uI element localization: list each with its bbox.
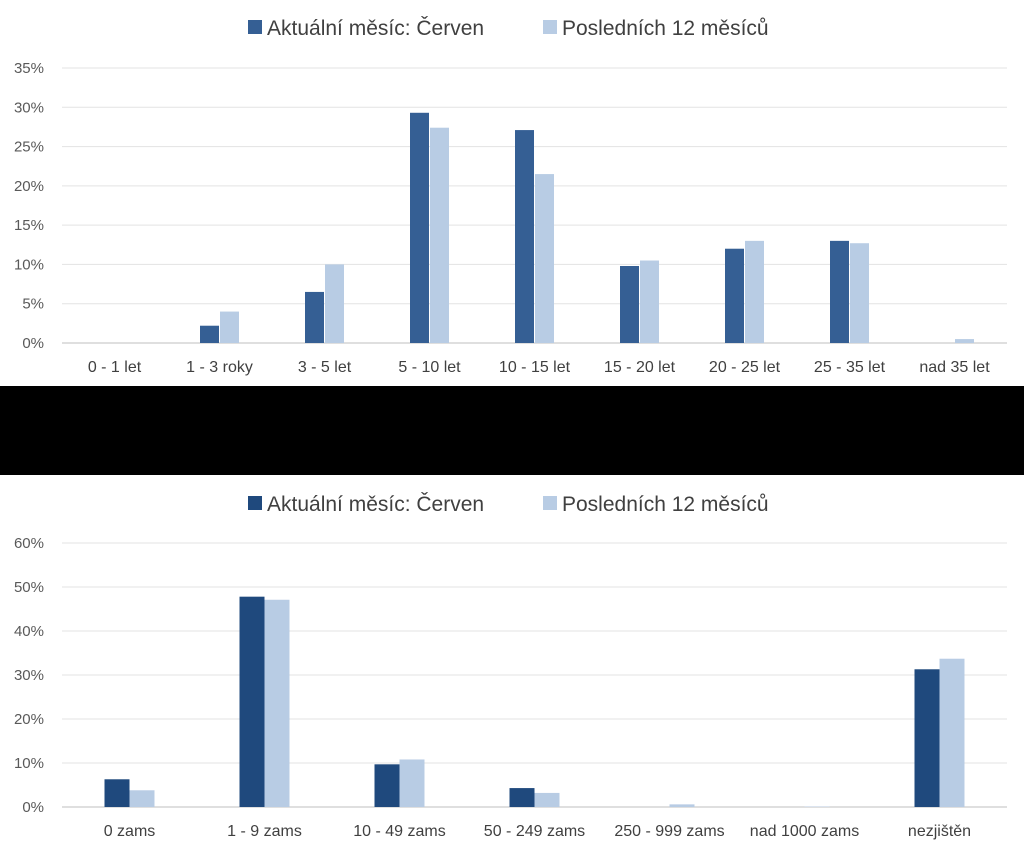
bar-last12	[640, 260, 659, 343]
y-tick-label: 25%	[14, 139, 44, 156]
bar-last12	[264, 599, 290, 807]
x-category-label: nezjištěn	[908, 823, 971, 840]
bar-current	[305, 291, 324, 343]
x-category-label: 5 - 10 let	[398, 359, 461, 376]
chart-years-svg: Aktuální měsíc: Červen Posledních 12 měsí…	[14, 17, 1007, 376]
legend-label: Aktuální měsíc: Červen	[267, 17, 484, 40]
legend-label: Aktuální měsíc: Červen	[267, 493, 484, 516]
bar-current	[914, 669, 940, 807]
x-category-label: 0 zams	[104, 823, 156, 840]
bar-last12	[669, 804, 695, 807]
x-category-label: 1 - 9 zams	[227, 823, 302, 840]
y-tick-label: 20%	[14, 178, 44, 195]
y-tick-label: 35%	[14, 60, 44, 77]
x-category-label: 10 - 15 let	[499, 359, 571, 376]
bar-current	[410, 112, 429, 344]
x-category-label: 1 - 3 roky	[186, 359, 253, 376]
bar-last12	[745, 240, 764, 343]
legend-swatch	[543, 496, 557, 510]
bar-current	[374, 764, 400, 807]
y-tick-label: 50%	[14, 579, 44, 596]
legend: Aktuální měsíc: Červen Posledních 12 měsí…	[248, 17, 769, 40]
bar-current	[830, 240, 849, 343]
y-tick-label: 15%	[14, 217, 44, 234]
x-category-label: 15 - 20 let	[604, 359, 676, 376]
y-tick-label: 0%	[22, 799, 44, 816]
bar-last12	[129, 790, 155, 807]
bar-current	[509, 788, 535, 807]
bar-last12	[220, 311, 239, 343]
y-tick-label: 40%	[14, 623, 44, 640]
x-category-label: 0 - 1 let	[88, 359, 142, 376]
legend: Aktuální měsíc: Červen Posledních 12 měsí…	[248, 493, 769, 516]
chart-employees-svg: Aktuální měsíc: Červen Posledních 12 měsí…	[14, 493, 1007, 840]
y-tick-label: 10%	[14, 755, 44, 772]
bar-current	[104, 779, 130, 807]
x-category-label: 10 - 49 zams	[353, 823, 445, 840]
legend-swatch	[248, 496, 262, 510]
y-tick-label: 0%	[22, 335, 44, 352]
bar-current	[620, 266, 639, 343]
x-category-label: nad 35 let	[919, 359, 990, 376]
legend-swatch	[543, 20, 557, 34]
bar-last12	[939, 658, 965, 807]
x-category-label: 250 - 999 zams	[614, 823, 724, 840]
bar-last12	[325, 264, 344, 343]
x-category-label: 25 - 35 let	[814, 359, 886, 376]
bar-last12	[955, 339, 974, 343]
legend-swatch	[248, 20, 262, 34]
bar-last12	[430, 127, 449, 343]
y-tick-label: 20%	[14, 711, 44, 728]
bar-current	[200, 325, 219, 343]
bar-current	[239, 596, 265, 807]
bar-last12	[535, 174, 554, 343]
legend-label: Posledních 12 měsíců	[562, 17, 769, 40]
x-category-label: 20 - 25 let	[709, 359, 781, 376]
x-category-label: nad 1000 zams	[750, 823, 859, 840]
bar-current	[515, 130, 534, 343]
y-tick-label: 5%	[22, 296, 44, 313]
y-tick-label: 30%	[14, 667, 44, 684]
separator-band	[0, 386, 1024, 475]
y-tick-label: 10%	[14, 256, 44, 273]
bar-last12	[399, 759, 425, 807]
chart-panel-employees: Aktuální měsíc: Červen Posledních 12 měsí…	[0, 475, 1024, 852]
chart-panel-years: Aktuální měsíc: Červen Posledních 12 měsí…	[0, 0, 1024, 386]
legend-label: Posledních 12 měsíců	[562, 493, 769, 516]
bar-last12	[850, 243, 869, 343]
bar-last12	[534, 792, 560, 807]
x-category-label: 50 - 249 zams	[484, 823, 585, 840]
y-tick-label: 60%	[14, 535, 44, 552]
x-category-label: 3 - 5 let	[298, 359, 352, 376]
y-tick-label: 30%	[14, 99, 44, 116]
bar-current	[725, 248, 744, 343]
